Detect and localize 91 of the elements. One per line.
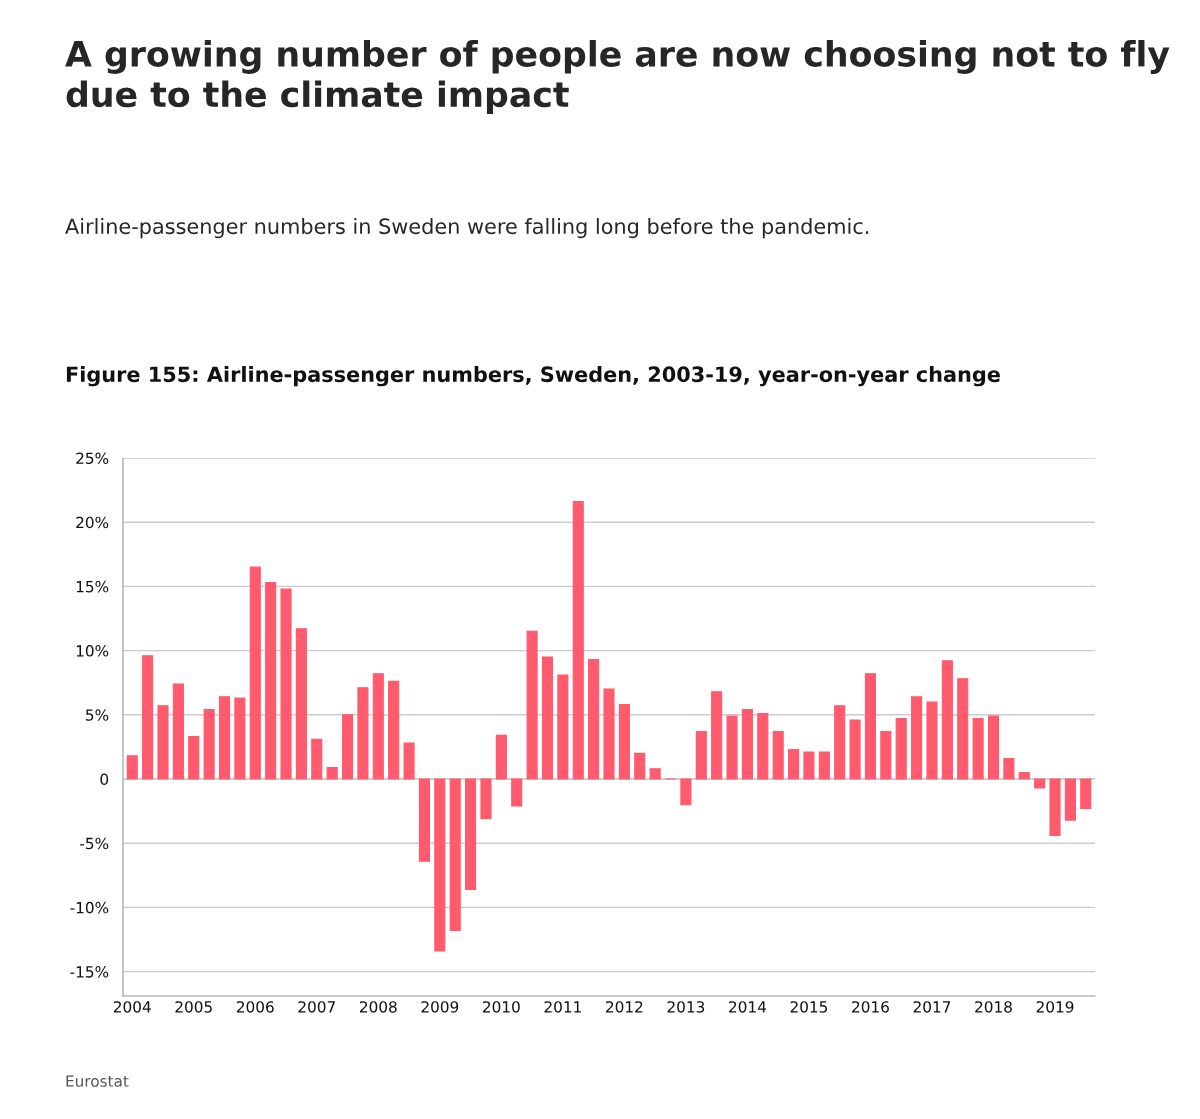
bar [788, 748, 800, 780]
bar [203, 709, 215, 780]
bar [972, 718, 984, 780]
bar [480, 778, 492, 820]
x-tick-label: 2016 [852, 1001, 889, 1013]
bar [234, 697, 246, 780]
bar [957, 678, 969, 780]
x-tick-label: 2010 [483, 1001, 520, 1013]
bar [634, 752, 646, 780]
bar [372, 673, 384, 780]
bar [680, 778, 692, 806]
bar [541, 656, 554, 780]
y-tick-label: 5% [86, 709, 109, 721]
bar [341, 714, 354, 780]
bar [864, 673, 877, 780]
bar [449, 778, 461, 932]
bar [1003, 757, 1015, 780]
bar [388, 680, 400, 780]
bar [434, 778, 446, 952]
y-tick-label: 15% [76, 580, 109, 593]
bar [218, 696, 231, 780]
bar [188, 736, 200, 780]
y-tick-label: -5% [80, 837, 109, 850]
bar [618, 703, 630, 780]
bar [926, 701, 938, 780]
y-tick-label: 0 [100, 773, 109, 786]
bar [834, 705, 846, 780]
bar [880, 730, 892, 780]
bar [572, 501, 584, 780]
y-tick-label: 20% [76, 516, 109, 529]
bar [142, 655, 154, 780]
bar [695, 730, 707, 780]
x-tick-label: 2012 [606, 1001, 643, 1013]
bar [895, 718, 907, 780]
bar [849, 719, 861, 780]
bar [711, 691, 723, 780]
x-tick-label: 2014 [729, 1001, 766, 1013]
bar [1018, 772, 1030, 780]
bar [726, 715, 738, 780]
x-tick-label: 2013 [667, 1001, 705, 1013]
bar [772, 730, 784, 780]
bar [557, 674, 569, 780]
bar [295, 628, 307, 780]
x-tick-label: 2009 [421, 1001, 459, 1013]
bar [326, 766, 338, 780]
bar [941, 660, 953, 780]
bar [172, 683, 184, 780]
bar [526, 630, 538, 780]
bar [757, 712, 769, 780]
caption: Figure 155: Airline-passenger numbers, Sweden, 2003-19, year-on-year change [66, 366, 1000, 387]
bar [803, 751, 815, 780]
bar [126, 755, 138, 780]
x-tick-label: 2008 [359, 1001, 397, 1013]
x-tick-label: 2015 [790, 1001, 828, 1013]
bar [495, 734, 507, 780]
x-tick-label: 2019 [1036, 1001, 1074, 1013]
y-tick-label: -15% [70, 966, 109, 978]
bar [403, 742, 415, 780]
x-tick-label: 2005 [175, 1001, 212, 1013]
bar [311, 738, 323, 780]
bar [280, 588, 292, 780]
x-tick-label: 2004 [113, 1001, 151, 1013]
bar [265, 581, 277, 780]
bar [511, 778, 523, 807]
y-tick-label: -10% [70, 901, 109, 914]
bar [1049, 778, 1061, 837]
x-tick-label: 2011 [544, 1001, 581, 1013]
y-tick-label: 25% [76, 452, 109, 465]
x-tick-label: 2018 [975, 1001, 1012, 1013]
bar [1064, 778, 1076, 821]
bar [603, 688, 615, 780]
bar [818, 751, 830, 780]
bar [987, 715, 1000, 780]
text: Eurostat [66, 1075, 129, 1087]
bar [649, 768, 661, 780]
y-tick-label: 10% [76, 645, 109, 657]
bar [157, 705, 169, 780]
bar [1034, 778, 1046, 789]
bar [249, 566, 261, 780]
bar [911, 696, 923, 780]
bar [465, 778, 477, 890]
bar [1080, 778, 1092, 810]
x-tick-label: 2007 [298, 1001, 335, 1013]
x-tick-label: 2017 [913, 1001, 951, 1013]
bar [588, 659, 600, 780]
chart-title: A growing number of people are now choosing not to fly due to the climate impact [65, 40, 1170, 115]
bar [741, 709, 753, 780]
bar [418, 778, 430, 862]
bar [357, 687, 369, 780]
chart-subtitle: Airline-passenger numbers in Sweden were falling long before the pandemic. [65, 218, 869, 239]
x-tick-label: 2006 [236, 1001, 274, 1013]
